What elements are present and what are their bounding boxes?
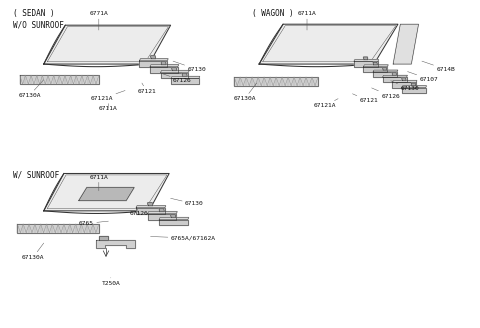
Text: 67121: 67121 xyxy=(352,94,378,103)
Polygon shape xyxy=(159,217,189,219)
Polygon shape xyxy=(363,57,368,60)
Text: 67130: 67130 xyxy=(170,198,204,206)
Polygon shape xyxy=(383,75,408,77)
Polygon shape xyxy=(234,77,318,86)
Polygon shape xyxy=(160,72,188,78)
Text: 67130A: 67130A xyxy=(234,83,257,101)
Text: 67130: 67130 xyxy=(391,81,419,92)
Text: 67107: 67107 xyxy=(408,72,438,82)
Polygon shape xyxy=(161,62,166,65)
Polygon shape xyxy=(392,80,417,82)
Polygon shape xyxy=(392,82,416,88)
Polygon shape xyxy=(17,224,99,233)
Polygon shape xyxy=(136,208,165,214)
Polygon shape xyxy=(170,215,176,217)
Text: 6765A/67162A: 6765A/67162A xyxy=(151,236,216,241)
Polygon shape xyxy=(363,67,387,72)
Polygon shape xyxy=(79,188,134,201)
Polygon shape xyxy=(148,203,153,206)
Polygon shape xyxy=(171,78,199,84)
Polygon shape xyxy=(383,77,407,82)
Polygon shape xyxy=(20,75,99,84)
Polygon shape xyxy=(373,62,377,65)
Polygon shape xyxy=(182,73,187,76)
Text: W/ SUNROOF: W/ SUNROOF xyxy=(12,171,59,179)
Polygon shape xyxy=(354,61,378,67)
Text: 6765: 6765 xyxy=(79,221,108,226)
Polygon shape xyxy=(402,78,406,80)
Text: 67126: 67126 xyxy=(161,73,192,83)
Polygon shape xyxy=(393,24,419,64)
Text: 67126: 67126 xyxy=(130,209,149,216)
Polygon shape xyxy=(354,60,379,61)
Polygon shape xyxy=(96,240,135,248)
Text: 67121A: 67121A xyxy=(313,99,338,108)
Polygon shape xyxy=(44,174,169,211)
Polygon shape xyxy=(150,67,178,72)
Text: ( WAGON ): ( WAGON ) xyxy=(252,9,294,18)
Polygon shape xyxy=(373,70,398,72)
Polygon shape xyxy=(140,61,167,67)
Text: 67121: 67121 xyxy=(137,83,156,94)
Text: 6711A: 6711A xyxy=(89,174,108,191)
Text: 6711A: 6711A xyxy=(99,104,118,111)
Polygon shape xyxy=(136,206,166,208)
Text: 6771A: 6771A xyxy=(89,11,108,30)
Polygon shape xyxy=(159,209,164,212)
Polygon shape xyxy=(160,71,189,72)
Text: T250A: T250A xyxy=(101,278,120,286)
Polygon shape xyxy=(402,88,426,93)
Polygon shape xyxy=(44,25,170,64)
Text: 67130A: 67130A xyxy=(18,80,44,98)
Polygon shape xyxy=(259,24,398,64)
Polygon shape xyxy=(411,83,416,86)
Text: ( SEDAN ): ( SEDAN ) xyxy=(12,9,54,18)
Text: 67130: 67130 xyxy=(173,61,206,72)
Polygon shape xyxy=(392,73,396,75)
Polygon shape xyxy=(140,59,168,61)
Polygon shape xyxy=(148,212,177,214)
Text: 67130A: 67130A xyxy=(22,243,45,259)
Polygon shape xyxy=(383,68,387,70)
Polygon shape xyxy=(151,56,156,59)
Polygon shape xyxy=(99,236,108,240)
Polygon shape xyxy=(373,72,397,77)
Polygon shape xyxy=(402,86,427,88)
Text: 67121A: 67121A xyxy=(91,91,125,101)
Polygon shape xyxy=(172,68,177,71)
Text: W/O SUNROOF: W/O SUNROOF xyxy=(12,20,63,29)
Text: 6714B: 6714B xyxy=(422,61,455,72)
Text: 6711A: 6711A xyxy=(298,11,316,30)
Text: 67126: 67126 xyxy=(372,88,400,99)
Polygon shape xyxy=(363,65,388,67)
Polygon shape xyxy=(150,65,179,67)
Polygon shape xyxy=(159,219,188,225)
Polygon shape xyxy=(148,214,176,219)
Polygon shape xyxy=(171,76,200,78)
